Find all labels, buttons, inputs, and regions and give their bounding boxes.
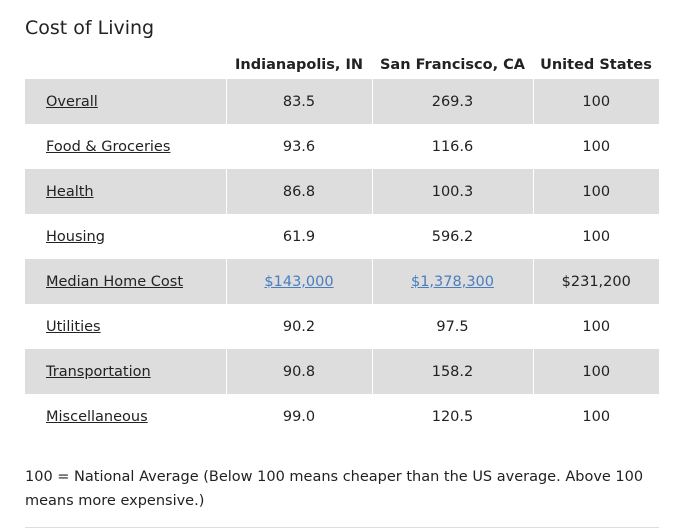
overall-link[interactable]: Overall <box>46 93 98 110</box>
row-label-cell: Transportation <box>25 349 227 394</box>
indianapolis-value: 86.8 <box>226 169 373 214</box>
indianapolis-value: 90.2 <box>226 304 373 349</box>
indianapolis-value: 99.0 <box>226 394 373 439</box>
united-states-value: 100 <box>533 169 659 214</box>
row-label-cell: Utilities <box>25 304 227 349</box>
divider <box>25 527 659 528</box>
san-francisco-value: 120.5 <box>372 394 534 439</box>
row-label-cell: Overall <box>25 79 227 124</box>
table-header-row: Indianapolis, IN San Francisco, CA Unite… <box>25 50 659 79</box>
section-title: Cost of Living <box>25 17 155 39</box>
table-row-utilities: Utilities 90.2 97.5 100 <box>25 304 659 349</box>
table-row-transportation: Transportation 90.8 158.2 100 <box>25 349 659 394</box>
san-francisco-value: 116.6 <box>372 124 534 169</box>
header-empty <box>25 50 226 79</box>
san-francisco-value-cell: $1,378,300 <box>372 259 534 304</box>
table-row-food-groceries: Food & Groceries 93.6 116.6 100 <box>25 124 659 169</box>
table-row-housing: Housing 61.9 596.2 100 <box>25 214 659 259</box>
united-states-value: 100 <box>533 394 659 439</box>
row-label-cell: Housing <box>25 214 227 259</box>
row-label-cell: Food & Groceries <box>25 124 227 169</box>
row-label-cell: Median Home Cost <box>25 259 227 304</box>
indianapolis-value: 83.5 <box>226 79 373 124</box>
row-label-cell: Health <box>25 169 227 214</box>
utilities-link[interactable]: Utilities <box>46 318 101 335</box>
food-groceries-link[interactable]: Food & Groceries <box>46 138 171 155</box>
miscellaneous-link[interactable]: Miscellaneous <box>46 408 148 425</box>
san-francisco-home-cost-link[interactable]: $1,378,300 <box>410 273 495 290</box>
row-label-cell: Miscellaneous <box>25 394 227 439</box>
header-san-francisco: San Francisco, CA <box>379 56 525 73</box>
indianapolis-home-cost-link[interactable]: $143,000 <box>264 273 334 290</box>
table-row-health: Health 86.8 100.3 100 <box>25 169 659 214</box>
united-states-value: $231,200 <box>533 259 659 304</box>
transportation-link[interactable]: Transportation <box>46 363 151 380</box>
table-row-overall: Overall 83.5 269.3 100 <box>25 79 659 124</box>
san-francisco-value: 596.2 <box>372 214 534 259</box>
housing-link[interactable]: Housing <box>46 228 105 245</box>
indianapolis-value: 90.8 <box>226 349 373 394</box>
median-home-cost-link[interactable]: Median Home Cost <box>46 273 184 290</box>
united-states-value: 100 <box>533 124 659 169</box>
indianapolis-value: 61.9 <box>226 214 373 259</box>
table-row-median-home-cost: Median Home Cost $143,000 $1,378,300 $23… <box>25 259 659 304</box>
indianapolis-value: 93.6 <box>226 124 373 169</box>
header-indianapolis: Indianapolis, IN <box>235 56 363 73</box>
table-row-miscellaneous: Miscellaneous 99.0 120.5 100 <box>25 394 659 439</box>
united-states-value: 100 <box>533 349 659 394</box>
united-states-value: 100 <box>533 214 659 259</box>
san-francisco-value: 100.3 <box>372 169 534 214</box>
footnote: 100 = National Average (Below 100 means … <box>25 469 644 509</box>
united-states-value: 100 <box>533 304 659 349</box>
health-link[interactable]: Health <box>46 183 94 200</box>
san-francisco-value: 97.5 <box>372 304 534 349</box>
united-states-value: 100 <box>533 79 659 124</box>
indianapolis-value-cell: $143,000 <box>226 259 373 304</box>
san-francisco-value: 269.3 <box>372 79 534 124</box>
header-united-states: United States <box>540 56 652 73</box>
san-francisco-value: 158.2 <box>372 349 534 394</box>
cost-of-living-table: Indianapolis, IN San Francisco, CA Unite… <box>25 50 659 439</box>
